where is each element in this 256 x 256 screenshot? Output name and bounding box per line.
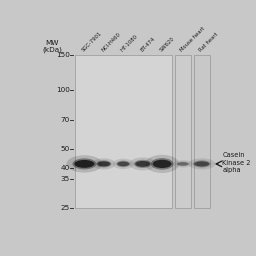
Ellipse shape (72, 158, 96, 169)
Ellipse shape (134, 160, 152, 168)
Text: MW
(kDa): MW (kDa) (42, 40, 62, 53)
Ellipse shape (129, 157, 156, 170)
Text: BT-474: BT-474 (139, 36, 156, 52)
Ellipse shape (97, 161, 110, 166)
Ellipse shape (151, 158, 174, 170)
Ellipse shape (113, 159, 134, 169)
Ellipse shape (173, 160, 193, 168)
Text: Mouse heart: Mouse heart (179, 26, 206, 52)
Ellipse shape (117, 162, 129, 166)
Text: 50: 50 (60, 146, 70, 152)
Ellipse shape (116, 161, 130, 167)
Text: 40: 40 (60, 165, 70, 171)
Ellipse shape (177, 162, 188, 166)
Ellipse shape (135, 161, 150, 167)
Text: 25: 25 (60, 205, 70, 211)
Text: HT-1080: HT-1080 (120, 33, 139, 52)
Ellipse shape (188, 158, 215, 169)
Ellipse shape (92, 158, 115, 169)
Text: 70: 70 (60, 117, 70, 123)
Ellipse shape (74, 160, 94, 168)
Text: SW620: SW620 (159, 36, 175, 52)
Ellipse shape (145, 155, 179, 173)
Text: 35: 35 (60, 176, 70, 183)
Bar (194, 55, 210, 208)
Ellipse shape (176, 162, 189, 166)
Ellipse shape (194, 161, 209, 166)
Ellipse shape (96, 160, 112, 167)
Ellipse shape (67, 155, 102, 173)
Text: 100: 100 (56, 87, 70, 93)
Text: Rat heart: Rat heart (198, 31, 219, 52)
Text: SGC-7901: SGC-7901 (81, 30, 103, 52)
Ellipse shape (193, 160, 211, 167)
Ellipse shape (153, 160, 172, 168)
Text: NCI-H460: NCI-H460 (100, 31, 121, 52)
Text: Casein
Kinase 2
alpha: Casein Kinase 2 alpha (222, 152, 251, 173)
Bar (75, 55, 172, 208)
Text: 150: 150 (56, 52, 70, 58)
Bar (175, 55, 191, 208)
